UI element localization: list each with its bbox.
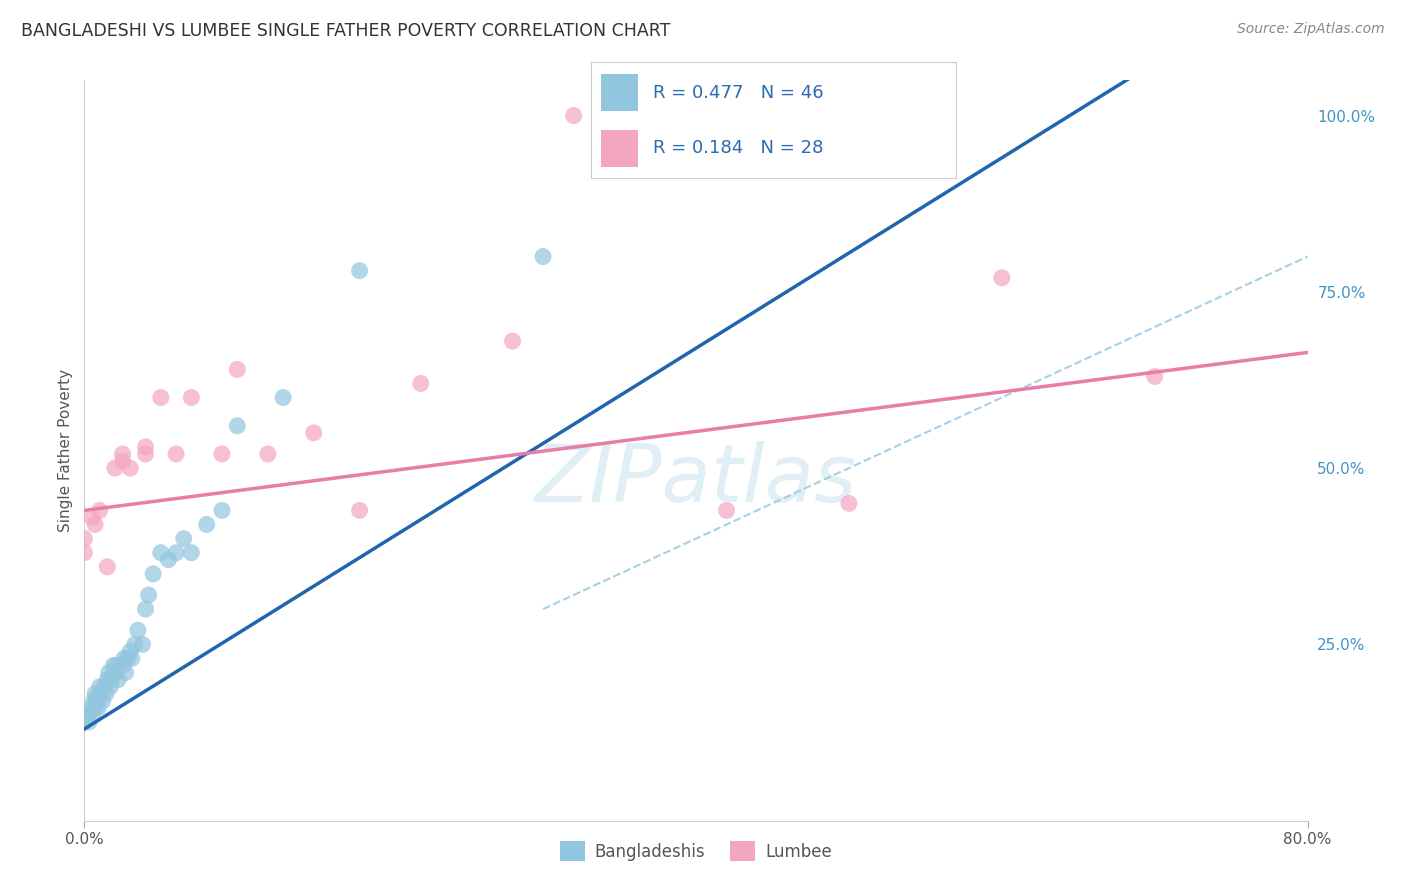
Point <box>111 658 134 673</box>
Point <box>80 707 103 722</box>
Point <box>127 624 149 638</box>
Point <box>98 680 121 694</box>
Point <box>173 532 195 546</box>
Point <box>211 447 233 461</box>
Point <box>562 109 585 123</box>
Point <box>138 588 160 602</box>
Point <box>93 680 115 694</box>
Point <box>120 461 142 475</box>
Point <box>149 546 172 560</box>
Point <box>115 651 138 665</box>
Point <box>157 553 180 567</box>
Point <box>991 270 1014 285</box>
Point <box>104 461 127 475</box>
Point <box>257 447 280 461</box>
Point <box>114 665 136 680</box>
Point <box>84 517 107 532</box>
Legend: Bangladeshis, Lumbee: Bangladeshis, Lumbee <box>553 834 839 868</box>
Point <box>1143 369 1166 384</box>
Point <box>73 714 96 729</box>
Point <box>135 440 157 454</box>
Point <box>180 546 202 560</box>
Point <box>73 532 96 546</box>
Point <box>80 510 103 524</box>
Text: BANGLADESHI VS LUMBEE SINGLE FATHER POVERTY CORRELATION CHART: BANGLADESHI VS LUMBEE SINGLE FATHER POVE… <box>21 22 671 40</box>
Point <box>96 559 118 574</box>
Point <box>349 503 371 517</box>
Y-axis label: Single Father Poverty: Single Father Poverty <box>58 369 73 532</box>
Point <box>77 714 100 729</box>
Point <box>195 517 218 532</box>
Point <box>180 391 202 405</box>
Point <box>103 658 125 673</box>
Point <box>716 503 738 517</box>
Point <box>609 109 631 123</box>
Point <box>131 637 153 651</box>
Point <box>96 673 118 687</box>
Point <box>80 701 103 715</box>
Point <box>86 694 108 708</box>
Point <box>97 665 120 680</box>
Point <box>135 602 157 616</box>
Point <box>349 263 371 277</box>
Point <box>84 687 107 701</box>
Point <box>124 637 146 651</box>
Point <box>94 687 117 701</box>
Bar <box>602 129 638 167</box>
Point <box>838 496 860 510</box>
Bar <box>602 74 638 112</box>
Point <box>105 658 128 673</box>
Point <box>104 665 127 680</box>
Point <box>531 250 554 264</box>
Point <box>107 673 129 687</box>
Point <box>89 503 111 517</box>
Text: ZIPatlas: ZIPatlas <box>534 441 858 519</box>
Point <box>76 707 98 722</box>
Point <box>91 694 114 708</box>
Point <box>226 418 249 433</box>
Point <box>101 673 124 687</box>
Text: R = 0.477   N = 46: R = 0.477 N = 46 <box>652 84 824 102</box>
Text: R = 0.184   N = 28: R = 0.184 N = 28 <box>652 139 823 157</box>
Point <box>211 503 233 517</box>
Point <box>83 694 105 708</box>
Point <box>112 651 135 665</box>
Point <box>111 447 134 461</box>
Point <box>84 701 107 715</box>
Point <box>409 376 432 391</box>
Point <box>89 680 111 694</box>
Point <box>120 644 142 658</box>
Point <box>149 391 172 405</box>
Point <box>502 334 524 348</box>
Point <box>165 546 187 560</box>
Point <box>271 391 294 405</box>
Point <box>73 546 96 560</box>
Point <box>302 425 325 440</box>
Point <box>89 687 111 701</box>
Point <box>165 447 187 461</box>
Point <box>226 362 249 376</box>
Text: Source: ZipAtlas.com: Source: ZipAtlas.com <box>1237 22 1385 37</box>
Point <box>87 701 110 715</box>
Point <box>135 447 157 461</box>
Point <box>111 454 134 468</box>
Point <box>142 566 165 581</box>
Point <box>121 651 143 665</box>
